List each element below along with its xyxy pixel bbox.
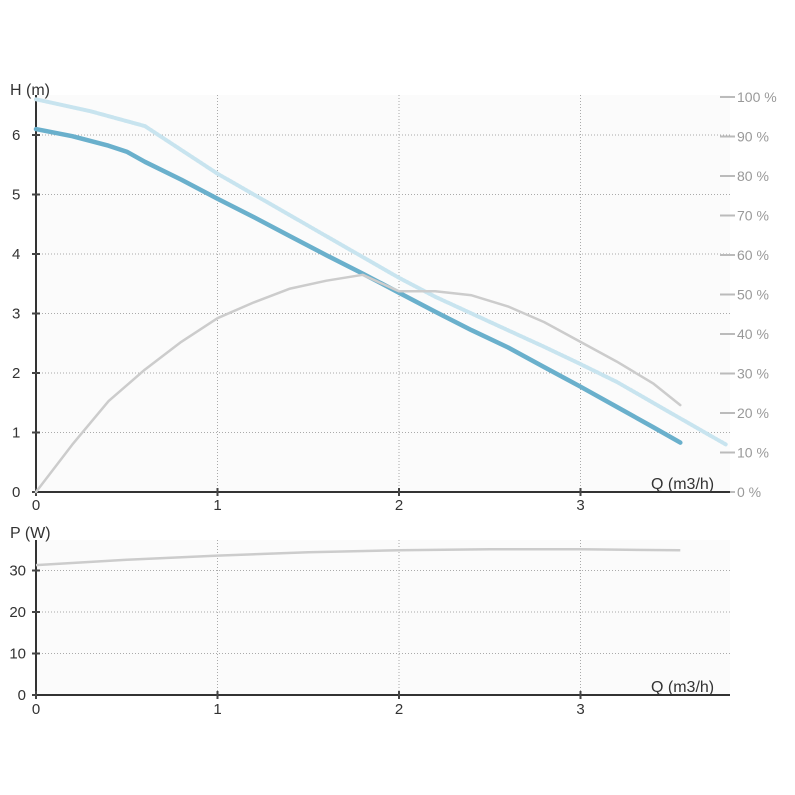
head-y-tick-label: 1 — [12, 425, 20, 442]
power-chart: 0 10 20 30 0 1 2 3 P (W) Q (m3/h) — [9, 525, 730, 718]
head-x-tick-label: 1 — [213, 497, 221, 514]
head-x-tick-label: 2 — [395, 497, 403, 514]
efficiency-curve — [34, 273, 682, 494]
head-y-tick-label: 4 — [12, 246, 20, 263]
power-x-axis-title: Q (m3/h) — [651, 679, 714, 696]
head-y-axis: 0 1 2 3 4 5 6 — [12, 95, 40, 501]
head-y-tick-label: 0 — [12, 484, 20, 501]
efficiency-tick-label: 10 % — [737, 445, 769, 461]
efficiency-tick-label: 50 % — [737, 287, 769, 303]
power-y-axis-title: P (W) — [10, 525, 51, 542]
head-x-tick-label: 0 — [32, 497, 40, 514]
power-grid — [36, 540, 730, 695]
power-curve — [35, 548, 681, 567]
efficiency-tick-label: 40 % — [737, 326, 769, 342]
efficiency-tick-label: 80 % — [737, 168, 769, 184]
efficiency-tick-label: 60 % — [737, 247, 769, 263]
efficiency-tick-label: 0 % — [737, 484, 761, 500]
power-x-tick-label: 0 — [32, 701, 40, 718]
power-y-tick-label: 0 — [18, 687, 26, 704]
power-x-axis: 0 1 2 3 — [32, 691, 730, 718]
head-series-group — [33, 97, 728, 494]
head-y-axis-title: H (m) — [10, 82, 50, 99]
power-y-tick-label: 20 — [9, 604, 26, 621]
head-max-curve — [34, 97, 728, 447]
efficiency-tick-label: 20 % — [737, 405, 769, 421]
power-y-tick-label: 30 — [9, 563, 26, 580]
power-x-tick-label: 1 — [213, 701, 221, 718]
power-x-tick-label: 3 — [576, 701, 584, 718]
power-x-tick-label: 2 — [395, 701, 403, 718]
head-y-tick-label: 2 — [12, 365, 20, 382]
efficiency-tick-label: 90 % — [737, 129, 769, 145]
head-y-tick-label: 6 — [12, 127, 20, 144]
power-y-axis: 0 10 20 30 — [9, 540, 40, 704]
efficiency-axis: 0 % 10 % 20 % 30 % 40 % 50 % 60 % 70 % 80 % 90 % 1… — [720, 89, 777, 500]
power-series-group — [35, 548, 681, 567]
head-x-axis-title: Q (m3/h) — [651, 476, 714, 493]
efficiency-tick-label: 100 % — [737, 89, 777, 105]
head-y-tick-label: 3 — [12, 306, 20, 323]
head-efficiency-chart: 0 % 10 % 20 % 30 % 40 % 50 % 60 % 70 % 80 % 90 % 1… — [10, 82, 777, 514]
head-y-tick-label: 5 — [12, 187, 20, 204]
head-plot-area — [36, 95, 730, 492]
head-curve — [33, 126, 683, 445]
power-plot-area — [36, 540, 730, 695]
efficiency-tick-label: 30 % — [737, 366, 769, 382]
power-y-tick-label: 10 — [9, 646, 26, 663]
head-x-tick-label: 3 — [576, 497, 584, 514]
efficiency-tick-label: 70 % — [737, 208, 769, 224]
head-x-axis: 0 1 2 3 — [32, 488, 730, 514]
